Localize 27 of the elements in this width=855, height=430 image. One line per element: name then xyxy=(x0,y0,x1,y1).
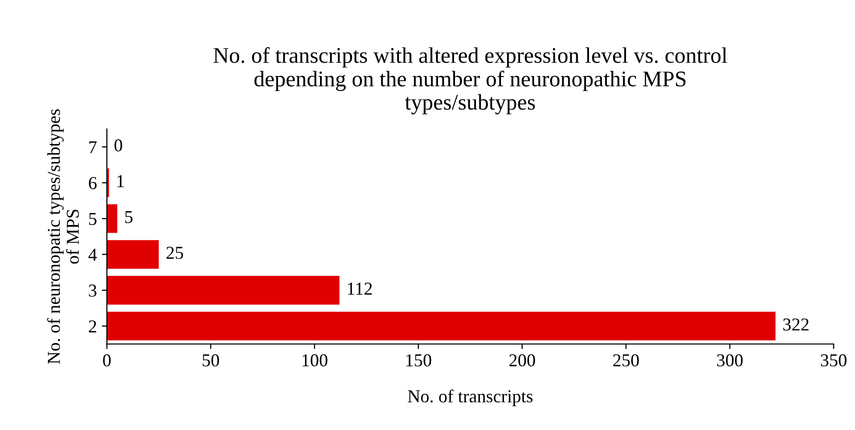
y-tick-label: 6 xyxy=(88,177,97,190)
y-tick-label: 2 xyxy=(88,320,96,332)
x-tick-label: 150 xyxy=(406,354,432,366)
bar xyxy=(106,240,159,269)
x-tick-label: 50 xyxy=(202,354,220,366)
x-tick-label: 350 xyxy=(820,354,846,366)
y-tick-label: 7 xyxy=(89,141,97,154)
data-label: 322 xyxy=(783,318,809,331)
bar xyxy=(106,276,340,305)
bar xyxy=(106,204,118,233)
bar xyxy=(106,312,776,340)
x-axis-title: No. of transcripts xyxy=(408,390,533,406)
data-label: 25 xyxy=(166,246,184,259)
data-label: 1 xyxy=(117,175,124,188)
x-tick-label: 0 xyxy=(103,354,111,366)
y-tick-label: 4 xyxy=(88,248,97,261)
data-label: 112 xyxy=(348,282,372,295)
chart-title: No. of transcripts with altered expression level vs. control depending on the number of neuronopathic MPS types/subtypes xyxy=(214,47,728,114)
x-tick-label: 200 xyxy=(509,354,536,366)
x-tick-label: 100 xyxy=(302,354,328,366)
x-tick-label: 250 xyxy=(613,354,639,366)
data-label: 0 xyxy=(114,139,122,152)
x-tick-label: 300 xyxy=(717,354,743,366)
y-tick-label: 5 xyxy=(89,213,96,226)
y-axis-title: No. of neuronopatic types/subtypes of MPS xyxy=(47,109,79,364)
y-tick-label: 3 xyxy=(88,284,96,297)
data-label: 5 xyxy=(125,211,133,224)
